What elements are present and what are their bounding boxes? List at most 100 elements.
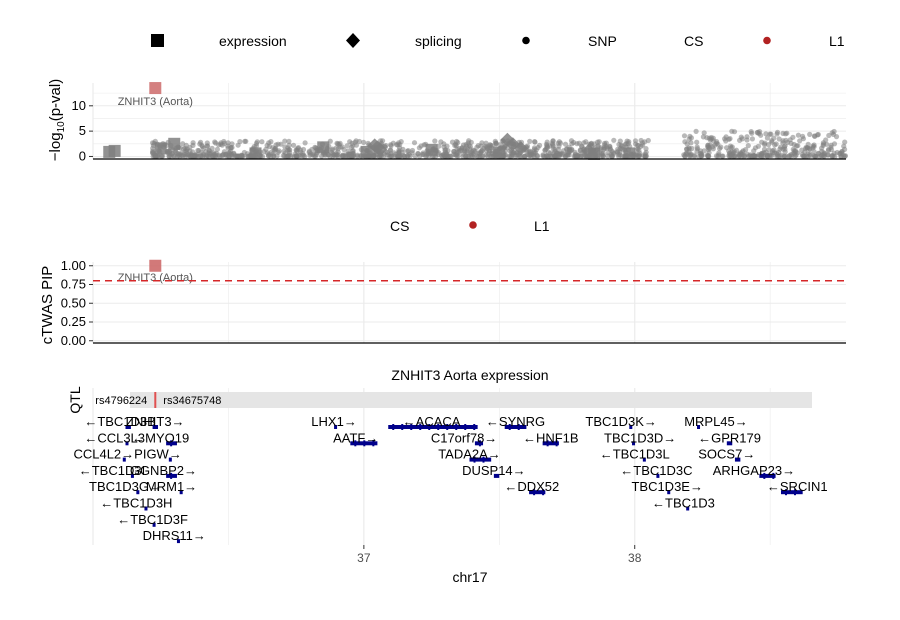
- gene-body: [176, 539, 180, 544]
- gene-label: TBC1D3D→: [604, 430, 676, 445]
- snp-point: [636, 152, 642, 158]
- snp-point: [348, 151, 354, 157]
- snp-point: [507, 153, 514, 159]
- snp-point: [617, 149, 623, 155]
- snp-point: [739, 149, 746, 155]
- gene-exon: [455, 424, 458, 430]
- gene-label: DUSP14→: [462, 463, 526, 478]
- snp-point: [388, 147, 394, 153]
- expression-point: [493, 146, 506, 159]
- snp-point: [190, 142, 196, 148]
- snp-point: [204, 152, 210, 158]
- gene-body: [667, 490, 671, 495]
- p1-axis: 0 5 10: [72, 98, 846, 163]
- y-tick-label: 0: [79, 148, 86, 163]
- qtl-bar: [130, 392, 812, 408]
- snp-point: [776, 136, 782, 142]
- gene-body: [144, 506, 148, 511]
- legend-expression-icon: [151, 34, 164, 47]
- snp-point: [259, 139, 265, 145]
- snp-point: [717, 145, 723, 152]
- p3-x-axis: 37 38: [357, 545, 642, 565]
- snp-point: [566, 144, 572, 150]
- p2-marks: ZNHIT3 (Aorta): [93, 259, 846, 284]
- gene-label: ←MYO19: [132, 430, 189, 445]
- snp-point: [302, 140, 308, 146]
- splicing-point: [373, 142, 388, 157]
- snp-point: [407, 153, 413, 159]
- splicing-point: [513, 141, 528, 156]
- snp-point: [493, 140, 499, 147]
- gene-body: [642, 457, 646, 462]
- gene-exon: [170, 472, 173, 479]
- y-tick-label: 0.50: [61, 295, 86, 310]
- snp-point: [395, 142, 401, 148]
- gene-exon: [392, 424, 395, 430]
- gene-body: [388, 425, 478, 429]
- gene-body: [334, 425, 338, 429]
- snp-point: [487, 145, 493, 151]
- snp-point: [830, 131, 837, 137]
- snp-point: [704, 152, 711, 158]
- snp-point: [540, 153, 546, 159]
- snp-point: [153, 153, 159, 159]
- gene-exon: [555, 440, 558, 447]
- snp-point: [611, 137, 617, 143]
- snp-point: [341, 147, 347, 153]
- snp-point: [562, 141, 569, 147]
- snp-point: [749, 136, 756, 142]
- snp-point: [694, 139, 700, 145]
- snp-point: [280, 153, 286, 159]
- point-label: ZNHIT3 (Aorta): [118, 272, 193, 284]
- expression-point: [249, 147, 262, 160]
- snp-point: [439, 153, 445, 159]
- snp-point: [710, 135, 716, 141]
- gene-body: [529, 490, 546, 495]
- snp-point: [218, 141, 224, 147]
- snp-point: [744, 134, 750, 140]
- gene-label: C17orf78→: [431, 430, 497, 445]
- snp-point: [158, 153, 164, 159]
- snp-point: [806, 146, 813, 152]
- snp-point: [686, 146, 692, 152]
- gene-body: [168, 457, 172, 462]
- legend-mid-l1-icon: [469, 221, 477, 229]
- expression-point: [623, 147, 636, 160]
- gene-label: SOCS7→: [698, 447, 755, 462]
- gene-label: DHRS11→: [143, 528, 206, 543]
- snp-point: [790, 146, 796, 152]
- snp-point: [741, 153, 747, 159]
- snp-point: [333, 145, 339, 151]
- snp-point: [828, 146, 835, 153]
- gene-body: [726, 441, 733, 446]
- snp-point: [387, 153, 393, 160]
- p3-gridlines: [92, 388, 771, 545]
- snp-point: [291, 142, 297, 148]
- snp-point: [518, 153, 524, 159]
- gene-body: [152, 522, 156, 527]
- gene-label: ←TBC1D3C: [620, 463, 692, 478]
- snp-point: [497, 142, 503, 148]
- p2-y-axis-label: cTWAS PIP: [39, 266, 56, 345]
- gene-body: [493, 473, 500, 478]
- snp-point: [391, 150, 397, 156]
- snp-point: [583, 139, 589, 145]
- gene-body: [686, 506, 690, 511]
- expression-point: [317, 141, 330, 154]
- legend-mid-cs-title: CS: [390, 218, 409, 234]
- snp-point: [731, 129, 738, 135]
- snp-point: [483, 140, 489, 146]
- gene-body: [125, 425, 131, 429]
- snp-point: [412, 153, 418, 159]
- snp-point: [231, 151, 237, 157]
- snp-point: [263, 146, 269, 152]
- gene-body: [130, 473, 134, 478]
- gene-exon: [401, 424, 404, 430]
- snp-point: [564, 150, 571, 156]
- snp-point: [719, 153, 725, 159]
- snp-point: [682, 139, 688, 145]
- gene-label: TBC1D3E→: [631, 479, 703, 494]
- snp-point: [545, 144, 551, 150]
- snp-point: [441, 141, 447, 147]
